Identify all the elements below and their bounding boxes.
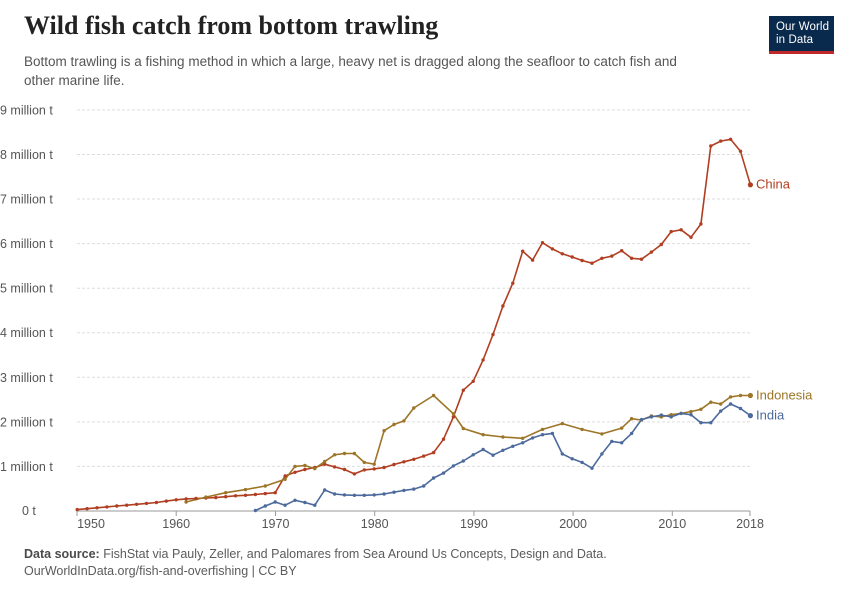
svg-text:1970: 1970 (262, 517, 290, 531)
svg-text:4 million t: 4 million t (0, 326, 53, 340)
svg-text:8 million t: 8 million t (0, 148, 53, 162)
svg-text:1950: 1950 (77, 517, 105, 531)
svg-text:5 million t: 5 million t (0, 282, 53, 296)
svg-text:2010: 2010 (658, 517, 686, 531)
svg-text:1980: 1980 (361, 517, 389, 531)
svg-text:1990: 1990 (460, 517, 488, 531)
svg-text:6 million t: 6 million t (0, 237, 53, 251)
svg-text:India: India (756, 407, 785, 422)
svg-text:1960: 1960 (162, 517, 190, 531)
svg-text:2018: 2018 (736, 517, 764, 531)
svg-text:2000: 2000 (559, 517, 587, 531)
svg-text:9 million t: 9 million t (0, 103, 53, 117)
svg-text:2 million t: 2 million t (0, 415, 53, 429)
svg-text:3 million t: 3 million t (0, 371, 53, 385)
svg-text:0 t: 0 t (22, 504, 36, 518)
svg-text:7 million t: 7 million t (0, 193, 53, 207)
svg-text:Indonesia: Indonesia (756, 388, 813, 403)
svg-text:China: China (756, 177, 791, 192)
svg-text:1 million t: 1 million t (0, 460, 53, 474)
